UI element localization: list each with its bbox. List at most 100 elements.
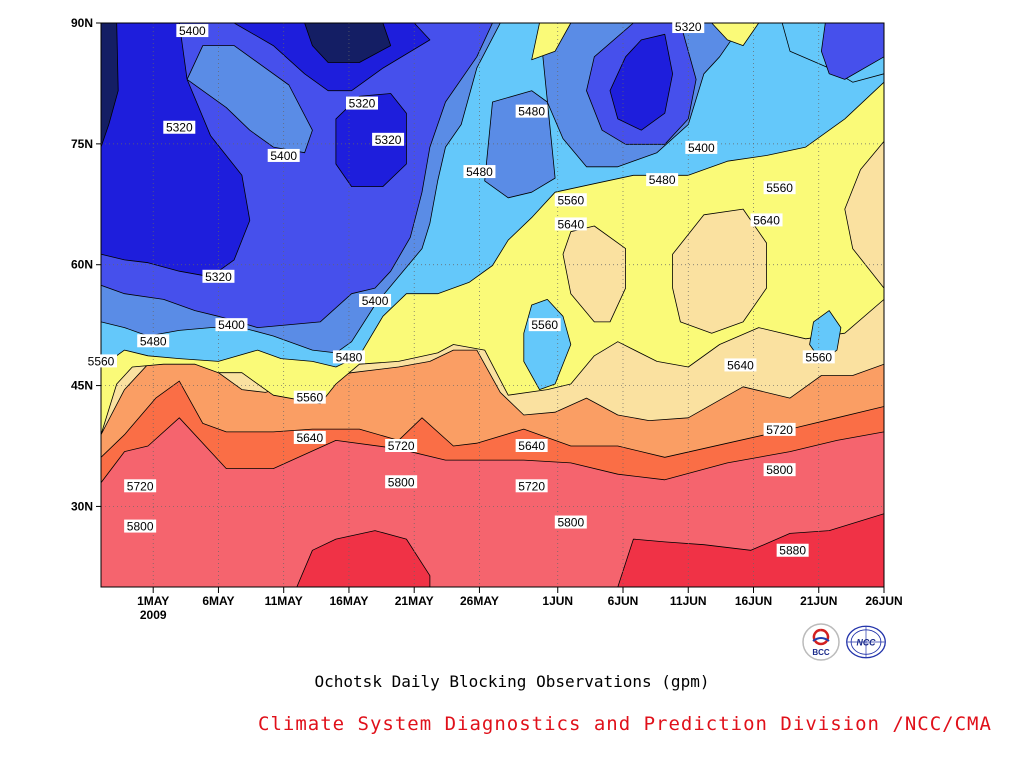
contour-label-box (750, 213, 783, 227)
contour-label-text: 5800 (388, 475, 415, 489)
contour-label-box (515, 439, 548, 452)
contour-label: 5560 (528, 318, 561, 332)
contour-label-box (672, 20, 705, 34)
contour-label-text: 5480 (140, 334, 167, 348)
contour-label-text: 5400 (270, 149, 297, 163)
contour-label-box (685, 140, 718, 154)
x-tick-label: 1JUN (542, 594, 573, 608)
contour-label-text: 5560 (531, 318, 558, 332)
contour-band-5240_5320 (609, 33, 673, 131)
contour-label-box (124, 519, 157, 533)
contour-label-text: 5480 (649, 173, 676, 187)
x-tick-label: 16MAY (329, 594, 368, 608)
y-tick-label: 75N (71, 137, 93, 151)
contour-label: 5320 (346, 96, 378, 111)
contour-label-box (202, 269, 235, 283)
contour-label-box (372, 132, 405, 146)
contour-label-box (802, 350, 835, 364)
contour-label-text: 5560 (88, 354, 115, 368)
contour-label-box (215, 318, 248, 332)
contour-label: 5480 (646, 173, 679, 187)
contour-band-gt5960 (296, 530, 431, 587)
x-tick-label: 1MAY (137, 594, 169, 608)
x-tick-label: 21MAY (395, 594, 434, 608)
contour-label: 5640 (515, 439, 548, 453)
x-tick-label: 6MAY (202, 594, 234, 608)
contour-label-box (646, 173, 679, 187)
contour-label-text: 5640 (727, 358, 754, 372)
bcc-logo: BCC (802, 623, 840, 661)
contour-label-text: 5560 (557, 193, 584, 207)
contour-label-box (359, 293, 392, 307)
contour-band-lt5240 (101, 23, 119, 148)
x-tick-label: 11MAY (265, 594, 303, 608)
contour-label-box (176, 24, 209, 38)
contour-label: 5320 (163, 120, 196, 135)
contour-label-box (763, 181, 796, 195)
contour-label: 5400 (267, 148, 300, 163)
contour-label-text: 5480 (466, 165, 493, 179)
contour-label-box (293, 430, 326, 444)
contour-label: 5560 (802, 350, 835, 364)
contour-label-text: 5400 (179, 24, 206, 38)
contour-band-5320_5400 (821, 23, 884, 80)
contour-label-text: 5400 (688, 141, 715, 155)
contour-band-5640_5720 (844, 141, 884, 289)
contour-label: 5640 (293, 430, 326, 445)
credit-line: Climate System Diagnostics and Predictio… (258, 713, 992, 735)
contour-label-box (463, 165, 496, 179)
chart-subtitle: Ochotsk Daily Blocking Observations (gpm… (314, 672, 710, 691)
y-tick-label: 30N (71, 499, 93, 513)
contour-label-text: 5560 (766, 181, 793, 195)
y-tick-label: 90N (71, 16, 93, 30)
contour-label: 5800 (763, 463, 796, 477)
contour-label: 5560 (554, 193, 587, 207)
contour-label-box (515, 479, 548, 493)
contour-label-text: 5720 (127, 479, 154, 493)
x-tick-label: 11JUN (670, 594, 707, 608)
contour-label-box (554, 217, 587, 231)
contour-label: 5800 (124, 519, 157, 534)
contour-label: 5400 (215, 318, 248, 332)
contour-label-box (554, 193, 587, 207)
contour-label: 5480 (463, 165, 496, 179)
x-year-label: 2009 (140, 608, 167, 622)
contour-label-box (528, 318, 561, 332)
contour-label-text: 5720 (388, 439, 415, 453)
contour-label: 5560 (763, 181, 796, 195)
contour-label-box (385, 475, 418, 489)
contour-label: 5720 (763, 422, 796, 437)
ncc-logo: NCC (846, 625, 886, 659)
contour-label-box (385, 439, 418, 452)
y-tick-label: 45N (71, 379, 93, 393)
contour-label: 5480 (137, 334, 170, 348)
contour-label-text: 5320 (375, 133, 402, 147)
contour-label-text: 5640 (518, 439, 545, 453)
contour-label-box (137, 334, 170, 348)
contour-band-lt5240 (304, 23, 392, 63)
contour-label-text: 5400 (362, 294, 389, 308)
contour-label-box (724, 358, 757, 372)
contour-labels: 5400 5320 5320 5400 5480 5560 5400 5320 5320 5400… (85, 20, 835, 558)
contour-band-5560_5640 (531, 23, 572, 61)
svg-text:BCC: BCC (812, 648, 830, 657)
contour-band-5240_5320 (335, 93, 407, 187)
contour-label-box (346, 96, 378, 110)
contour-label: 5640 (750, 213, 783, 227)
x-tick-label: 21JUN (800, 594, 837, 608)
contour-label-box (85, 354, 117, 368)
plot-frame (100, 22, 885, 588)
contour-band-5240_5320 (101, 23, 251, 278)
contour-label-text: 5320 (205, 270, 232, 284)
svg-text:NCC: NCC (857, 638, 877, 648)
contour-label-text: 5800 (557, 516, 584, 530)
contour-label-text: 5800 (766, 463, 793, 477)
contour-label-box (124, 479, 157, 493)
contour-label-text: 5320 (349, 97, 376, 111)
contour-label-text: 5400 (218, 318, 245, 332)
contour-label: 5480 (515, 104, 548, 119)
contour-label-text: 5560 (296, 391, 323, 405)
contour-label: 5400 (176, 24, 209, 38)
